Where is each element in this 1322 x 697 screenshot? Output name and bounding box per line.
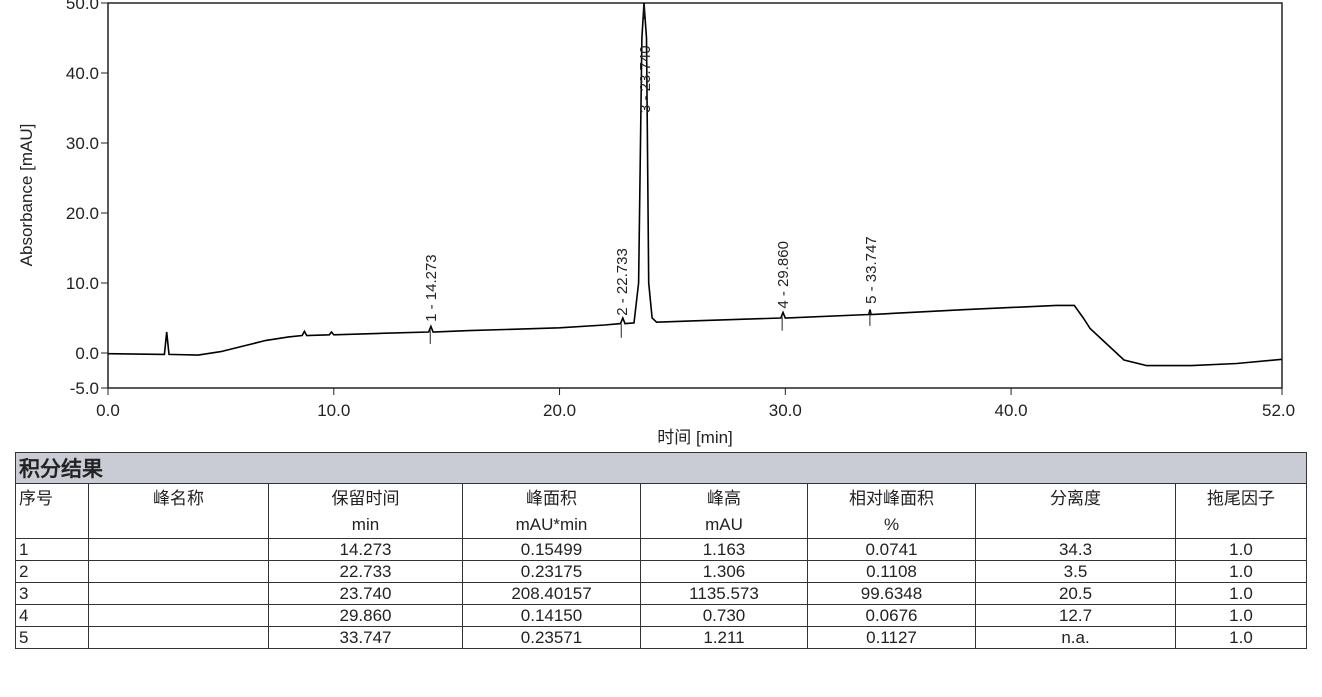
table-cell: 2 — [15, 560, 89, 583]
table-cell: 峰面积 — [462, 483, 641, 511]
table-cell: mAU*min — [462, 511, 641, 539]
table-cell: 0.0676 — [807, 604, 976, 627]
table-row: min mAU*min mAU% — [15, 511, 1307, 539]
y-tick-label: 40.0 — [66, 64, 99, 83]
table-cell: 0.1127 — [807, 626, 976, 649]
table-cell: 0.23175 — [462, 560, 641, 583]
peak-label: 4 - 29.860 — [775, 241, 792, 309]
table-cell: 拖尾因子 — [1175, 483, 1307, 511]
table-cell: % — [807, 511, 976, 539]
table-cell: 0.14150 — [462, 604, 641, 627]
table-cell: 33.747 — [268, 626, 463, 649]
peak-label: 3 - 23.740 — [637, 45, 654, 113]
table-cell: 1 — [15, 538, 89, 561]
table-cell: 22.733 — [268, 560, 463, 583]
table-cell — [15, 511, 89, 539]
table-cell: 相对峰面积 — [807, 483, 976, 511]
y-axis-label: Absorbance [mAU] — [17, 124, 36, 267]
y-tick-label: 20.0 — [66, 204, 99, 223]
peak-label: 2 - 22.733 — [614, 248, 631, 316]
x-tick-label: 0.0 — [96, 401, 120, 420]
table-cell — [88, 560, 269, 583]
table-cell — [88, 626, 269, 649]
peak-label: 5 - 33.747 — [863, 236, 880, 304]
table-cell: 0.1108 — [807, 560, 976, 583]
table-cell: 0.0741 — [807, 538, 976, 561]
table-cell: 保留时间 — [268, 483, 463, 511]
table-cell: 3.5 — [975, 560, 1176, 583]
table-cell: 20.5 — [975, 582, 1176, 605]
x-axis-label: 时间 [min] — [657, 428, 733, 447]
y-tick-label: 50.0 — [66, 0, 99, 13]
table-cell — [88, 538, 269, 561]
table-cell: 峰名称 — [88, 483, 269, 511]
y-tick-label: 10.0 — [66, 274, 99, 293]
table-cell: 序号 — [15, 483, 89, 511]
y-tick-label: 30.0 — [66, 134, 99, 153]
table-cell: 5 — [15, 626, 89, 649]
x-tick-label: 52.0 — [1262, 401, 1295, 420]
table-row: 1 14.273 0.15499 1.163 0.0741 34.3 1.0 — [15, 538, 1307, 561]
table-cell: 1.0 — [1175, 604, 1307, 627]
plot-frame — [107, 2, 1283, 389]
table-cell: 1.0 — [1175, 582, 1307, 605]
results-table: 积分结果 序号 峰名称 保留时间 峰面积 峰高 相对峰面积 分离度 拖尾因子 min mAU*min… — [15, 452, 1307, 649]
table-cell: 峰高 — [640, 483, 808, 511]
table-cell: n.a. — [975, 626, 1176, 649]
table-cell: 1.211 — [640, 626, 808, 649]
table-cell: 1.306 — [640, 560, 808, 583]
table-row: 序号 峰名称 保留时间 峰面积 峰高 相对峰面积 分离度 拖尾因子 — [15, 483, 1307, 511]
table-cell: 3 — [15, 582, 89, 605]
table-cell: 1.0 — [1175, 560, 1307, 583]
table-cell: 34.3 — [975, 538, 1176, 561]
table-cell — [88, 511, 269, 539]
trace — [107, 2, 1283, 367]
table-cell: 208.40157 — [462, 582, 641, 605]
table-cell: 99.6348 — [807, 582, 976, 605]
table-cell: min — [268, 511, 463, 539]
table-cell: 积分结果 — [15, 452, 1307, 484]
table-row: 4 29.860 0.14150 0.730 0.0676 12.7 1.0 — [15, 604, 1307, 627]
table-cell: 4 — [15, 604, 89, 627]
table-cell: 1.163 — [640, 538, 808, 561]
table-cell — [88, 582, 269, 605]
x-tick-label: 20.0 — [543, 401, 576, 420]
table-cell: 12.7 — [975, 604, 1176, 627]
table-cell: 1135.573 — [640, 582, 808, 605]
table-cell: 14.273 — [268, 538, 463, 561]
x-tick-label: 10.0 — [317, 401, 350, 420]
table-row: 5 33.747 0.23571 1.211 0.1127 n.a. 1.0 — [15, 626, 1307, 649]
x-tick-label: 30.0 — [769, 401, 802, 420]
table-cell — [975, 511, 1176, 539]
table-cell — [1175, 511, 1307, 539]
chart: Absorbance [mAU] 时间 [min] -5.0 0.0 10.0 20.… — [17, 0, 1295, 447]
table-row: 3 23.740 208.40157 1135.573 99.6348 20.5 1.0 — [15, 582, 1307, 605]
peak-label: 1 - 14.273 — [423, 254, 440, 322]
table-cell: 23.740 — [268, 582, 463, 605]
table-cell: 29.860 — [268, 604, 463, 627]
table-cell: 1.0 — [1175, 626, 1307, 649]
table-cell: 1.0 — [1175, 538, 1307, 561]
table-row: 2 22.733 0.23175 1.306 0.1108 3.5 1.0 — [15, 560, 1307, 583]
table-cell: mAU — [640, 511, 808, 539]
table-cell: 0.15499 — [462, 538, 641, 561]
table-row: 积分结果 — [15, 452, 1307, 484]
table-cell: 分离度 — [975, 483, 1176, 511]
y-tick-label: -5.0 — [70, 379, 99, 398]
y-tick-label: 0.0 — [75, 344, 99, 363]
x-tick-label: 40.0 — [995, 401, 1028, 420]
table-cell — [88, 604, 269, 627]
table-cell: 0.730 — [640, 604, 808, 627]
table-cell: 0.23571 — [462, 626, 641, 649]
